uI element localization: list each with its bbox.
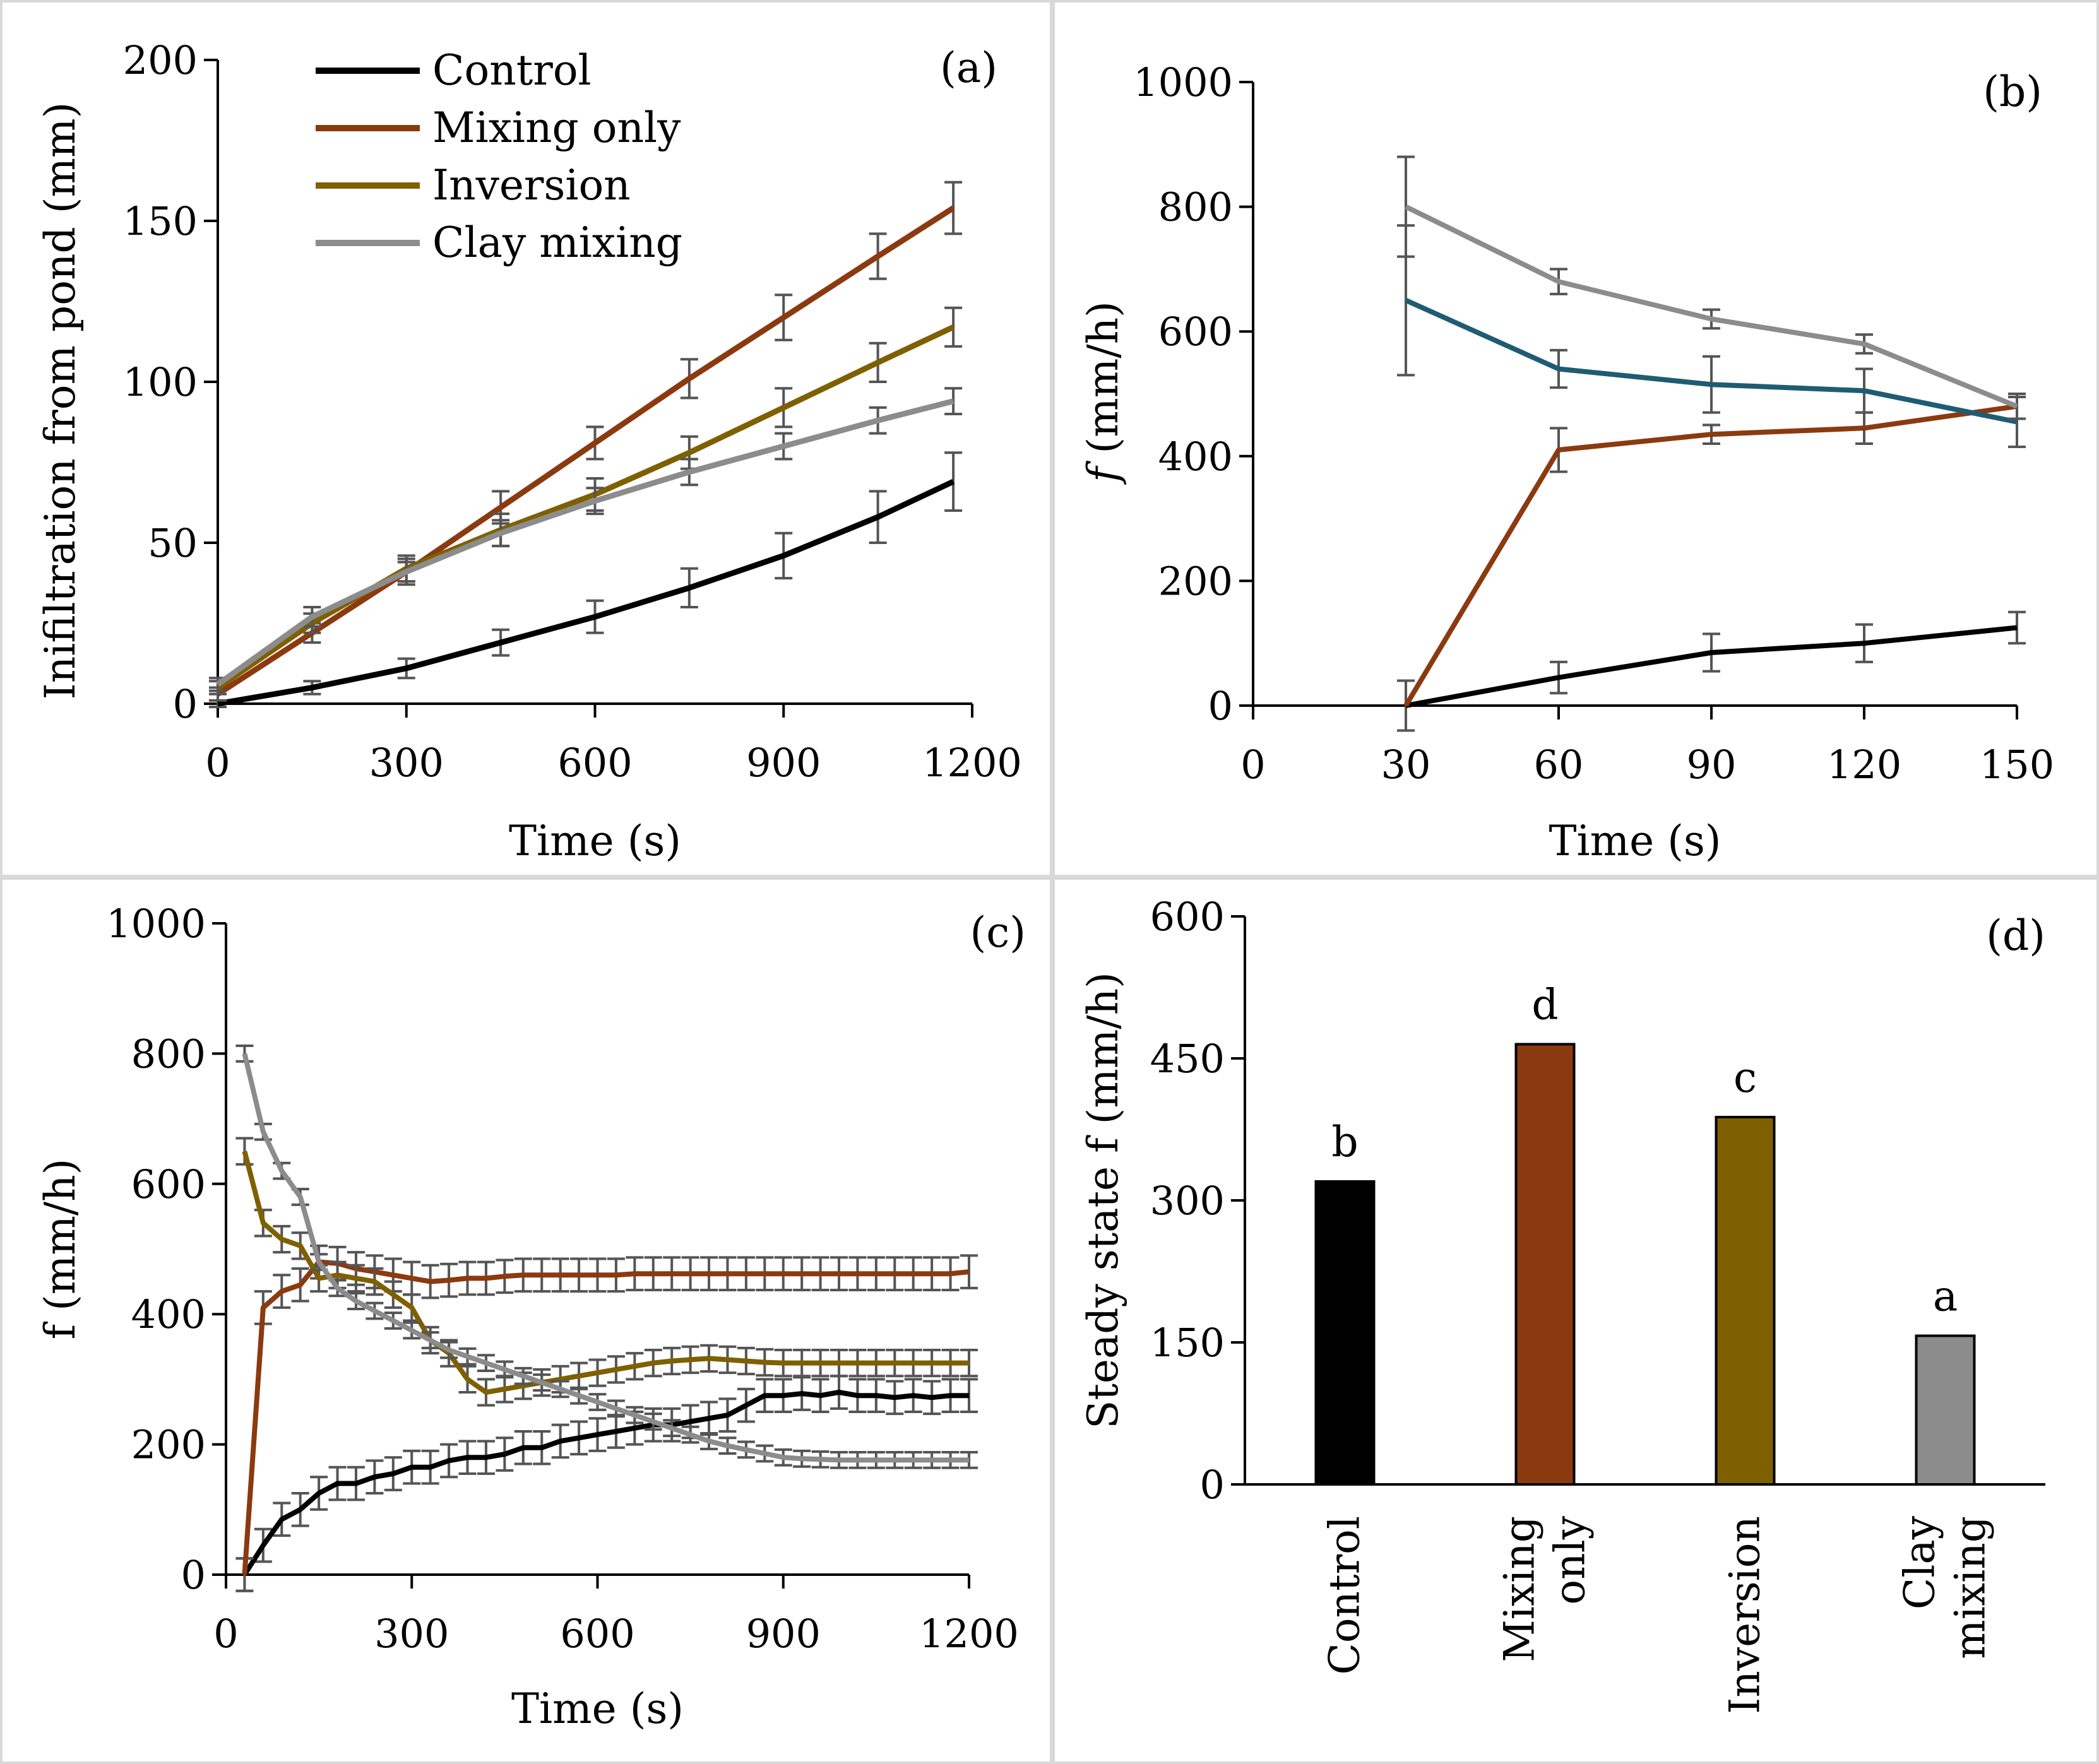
legend-label-clay-mixing: Clay mixing bbox=[432, 218, 682, 267]
x-axis-title-a: Time (s) bbox=[509, 817, 681, 865]
series-line-a-mixing-only bbox=[216, 205, 955, 697]
x-tick-label-b: 150 bbox=[1980, 742, 2054, 788]
y-axis-title-b: f (mm/h) bbox=[1079, 301, 1127, 485]
x-tick-label-c: 300 bbox=[374, 1611, 449, 1657]
panel-label-a: (a) bbox=[940, 44, 997, 92]
x-tick-label-a: 900 bbox=[746, 740, 821, 786]
y-tick-label-a: 50 bbox=[148, 520, 198, 566]
y-axis-title-b-rest: (mm/h) bbox=[1079, 301, 1127, 466]
x-tick-label-b: 30 bbox=[1381, 742, 1431, 788]
x-tick-label-b: 120 bbox=[1827, 742, 1901, 788]
x-tick-label-b: 60 bbox=[1534, 742, 1584, 788]
series-line-b-teal-series bbox=[1405, 298, 2018, 425]
panel-label-d: (d) bbox=[1986, 911, 2045, 960]
x-axis-title-c: Time (s) bbox=[511, 1684, 684, 1733]
series-line-b-clay-mixing bbox=[1405, 204, 2018, 409]
series-line-c-clay-mixing bbox=[242, 1053, 969, 1463]
category-label: Inversion bbox=[1721, 1516, 1769, 1714]
x-tick-label-a: 600 bbox=[557, 740, 632, 786]
y-tick-label-a: 200 bbox=[123, 37, 198, 83]
category-label: only bbox=[1546, 1515, 1595, 1604]
significance-letter: c bbox=[1733, 1053, 1757, 1102]
y-tick-label-b: 600 bbox=[1158, 309, 1233, 355]
y-tick-label-c: 0 bbox=[181, 1552, 206, 1598]
panel-b bbox=[1052, 0, 2099, 877]
legend-label-inversion: Inversion bbox=[432, 161, 631, 210]
significance-letter: a bbox=[1933, 1272, 1958, 1321]
y-tick-label-d: 600 bbox=[1150, 894, 1225, 940]
panel-label-b: (b) bbox=[1983, 68, 2042, 116]
y-tick-label-d: 300 bbox=[1150, 1178, 1225, 1224]
x-tick-label-b: 0 bbox=[1240, 742, 1265, 788]
category-label: Mixing bbox=[1495, 1516, 1544, 1662]
y-tick-label-c: 1000 bbox=[106, 901, 206, 947]
series-line-c-control bbox=[242, 1390, 969, 1577]
y-tick-label-a: 0 bbox=[173, 681, 198, 727]
x-tick-label-c: 600 bbox=[560, 1611, 634, 1657]
y-tick-label-c: 200 bbox=[131, 1422, 206, 1468]
bar-mixing-only bbox=[1514, 1043, 1576, 1486]
category-label: Clay bbox=[1896, 1515, 1944, 1609]
y-tick-label-b: 1000 bbox=[1133, 59, 1233, 105]
y-tick-label-b: 400 bbox=[1158, 434, 1233, 480]
bar-control bbox=[1314, 1180, 1376, 1486]
series-line-c-inversion bbox=[242, 1151, 969, 1395]
panel-a bbox=[0, 0, 1052, 877]
panel-label-c: (c) bbox=[970, 908, 1026, 957]
x-tick-label-a: 1200 bbox=[922, 740, 1022, 786]
series-line-b-control bbox=[1405, 625, 2018, 708]
y-tick-label-a: 100 bbox=[123, 359, 198, 405]
series-line-c-mixing-only bbox=[242, 1259, 970, 1575]
category-label: Control bbox=[1321, 1516, 1369, 1675]
series-line-a-inversion bbox=[216, 324, 955, 690]
y-tick-label-d: 450 bbox=[1150, 1036, 1225, 1082]
y-tick-label-a: 150 bbox=[123, 198, 198, 244]
significance-letter: b bbox=[1331, 1118, 1358, 1166]
y-tick-label-d: 0 bbox=[1200, 1462, 1225, 1508]
x-tick-label-c: 1200 bbox=[919, 1611, 1019, 1657]
x-tick-label-b: 90 bbox=[1687, 742, 1737, 788]
panel-d bbox=[1052, 877, 2099, 1764]
series-line-a-control bbox=[217, 479, 955, 707]
legend-label-mixing-only: Mixing only bbox=[432, 104, 681, 152]
x-axis-title-b: Time (s) bbox=[1549, 817, 1721, 865]
series-line-a-clay-mixing bbox=[216, 398, 954, 687]
x-tick-label-c: 0 bbox=[213, 1611, 238, 1657]
y-axis-title-a: Inifiltration from pond (mm) bbox=[36, 102, 85, 700]
y-tick-label-b: 0 bbox=[1208, 683, 1233, 729]
y-tick-label-c: 600 bbox=[131, 1161, 206, 1207]
x-tick-label-c: 900 bbox=[746, 1611, 821, 1657]
y-tick-label-b: 800 bbox=[1158, 184, 1233, 230]
category-label: mixing bbox=[1946, 1516, 1995, 1659]
bar-inversion bbox=[1715, 1116, 1776, 1486]
y-tick-label-c: 400 bbox=[131, 1291, 206, 1337]
series-line-b-mixing-only bbox=[1403, 403, 2018, 707]
y-axis-title-c: f (mm/h) bbox=[36, 1159, 85, 1340]
y-tick-label-c: 800 bbox=[131, 1031, 206, 1077]
panel-c bbox=[0, 877, 1052, 1764]
bar-clay-mixing bbox=[1915, 1334, 1976, 1486]
x-tick-label-a: 0 bbox=[205, 740, 230, 786]
y-tick-label-d: 150 bbox=[1150, 1320, 1225, 1366]
y-tick-label-b: 200 bbox=[1158, 558, 1233, 604]
x-tick-label-a: 300 bbox=[369, 740, 444, 786]
significance-letter: d bbox=[1531, 981, 1558, 1029]
y-axis-title-d: Steady state f (mm/h) bbox=[1079, 972, 1127, 1429]
legend-label-control: Control bbox=[432, 46, 592, 95]
